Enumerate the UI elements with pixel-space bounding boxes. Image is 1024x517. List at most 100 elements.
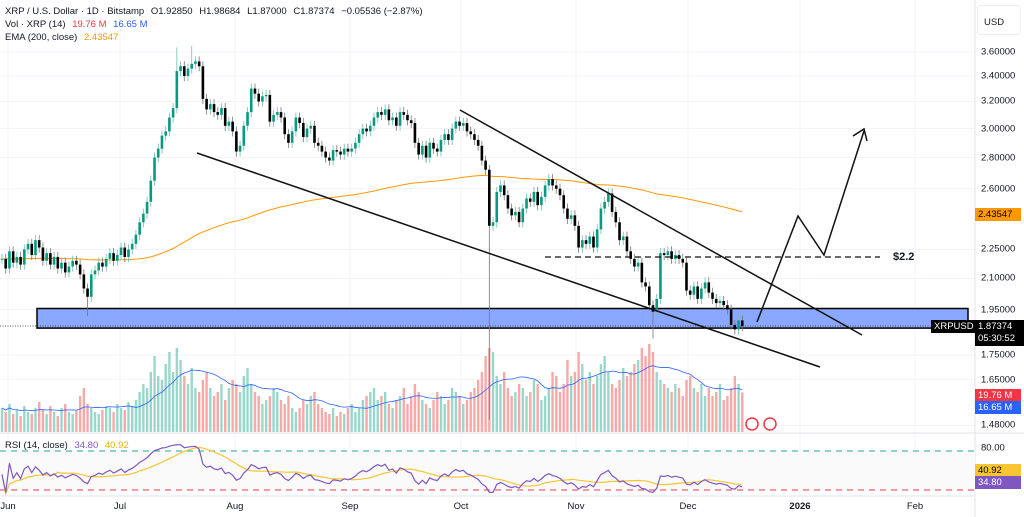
candle	[484, 155, 487, 175]
candle	[558, 183, 562, 201]
candle	[216, 107, 220, 120]
candle	[499, 180, 502, 197]
volume-bar	[614, 388, 617, 432]
ema-legend[interactable]: EMA (200, close) 2.43547	[5, 32, 122, 43]
volume-ma-tag: 16.65 M	[975, 401, 1021, 414]
candle	[647, 281, 651, 311]
volume-bar	[276, 392, 279, 432]
candle	[666, 246, 670, 261]
volume-bar	[235, 384, 238, 432]
candle	[577, 220, 580, 253]
candle-body	[569, 215, 573, 219]
volume-bar	[64, 404, 67, 432]
candle-body	[171, 108, 175, 118]
candle-body	[56, 256, 60, 269]
volume-bar	[644, 356, 647, 432]
symbol-title[interactable]: XRP / U.S. Dollar · 1D · Bitstamp	[5, 6, 145, 17]
candle	[190, 46, 194, 74]
volume-bar	[71, 414, 74, 432]
volume-bar	[674, 384, 677, 432]
candle	[305, 123, 309, 143]
volume-bar	[648, 344, 651, 432]
candle	[23, 244, 26, 270]
candle-body	[116, 255, 119, 261]
candle-body	[190, 63, 194, 69]
candle	[324, 146, 327, 163]
candle-body	[703, 282, 707, 289]
candle-body	[350, 148, 353, 152]
volume-bar	[313, 392, 316, 432]
volume-bar	[309, 396, 312, 432]
volume-bar	[145, 388, 149, 432]
volume-bar	[261, 404, 264, 432]
candle	[127, 244, 130, 263]
candle-body	[249, 88, 253, 113]
candle	[86, 283, 89, 317]
candle-body	[551, 179, 554, 186]
candle-body	[182, 66, 186, 77]
candle-body	[439, 139, 443, 152]
candle	[149, 175, 153, 207]
candle	[313, 120, 316, 148]
volume-bar	[577, 352, 580, 432]
candle	[261, 91, 264, 107]
candle-body	[372, 117, 376, 126]
candle-body	[443, 134, 446, 140]
candle-body	[235, 131, 238, 152]
candle-body	[621, 236, 625, 241]
volume-bar	[391, 408, 394, 432]
candle-body	[0, 258, 4, 260]
price-tick: 3.40000	[981, 70, 1016, 82]
currency-button[interactable]: USD	[977, 5, 1021, 35]
candle-body	[227, 121, 231, 126]
volume-bar	[432, 400, 435, 432]
candle-body	[558, 188, 562, 196]
volume-bar	[376, 400, 379, 432]
candle	[711, 287, 714, 304]
volume-bar	[253, 392, 257, 432]
candle	[532, 186, 536, 207]
candle	[290, 126, 294, 148]
candle-body	[160, 135, 164, 149]
rsi-legend[interactable]: RSI (14, close) 34.80 40.92	[5, 440, 133, 451]
candle	[469, 126, 473, 140]
volume-bar	[283, 404, 286, 432]
candle-body	[67, 266, 71, 273]
symbol-legend: XRP / U.S. Dollar · 1D · Bitstamp O1.928…	[5, 6, 427, 17]
candle-body	[324, 151, 327, 158]
volume-bar	[398, 396, 402, 432]
candle	[19, 251, 22, 270]
price-tick: 1.65000	[981, 374, 1016, 386]
candle-body	[272, 114, 275, 122]
volume-legend[interactable]: Vol · XRP (14) 19.76 M 16.65 M	[5, 19, 151, 30]
candle-body	[119, 247, 123, 256]
candle	[302, 118, 305, 143]
candle-body	[636, 262, 640, 267]
candle	[722, 295, 725, 311]
price-tick: 1.75000	[981, 349, 1016, 361]
candle-body	[164, 131, 167, 136]
candle-body	[581, 240, 584, 248]
candle	[592, 231, 595, 253]
candle-body	[681, 258, 685, 263]
candle-body	[212, 104, 216, 113]
volume-bar	[212, 396, 216, 432]
candle-body	[127, 249, 130, 257]
volume-bar	[8, 404, 11, 432]
candle-body	[153, 157, 156, 181]
candle-body	[707, 282, 711, 293]
candle	[387, 104, 391, 126]
volume-bar	[246, 368, 249, 432]
volume-bar	[480, 372, 484, 432]
candle-body	[729, 309, 733, 325]
candle-body	[138, 222, 141, 235]
volume-bar	[216, 392, 219, 432]
candle-body	[290, 131, 294, 143]
candle-body	[536, 191, 539, 206]
candle	[495, 186, 499, 228]
candle	[37, 235, 41, 253]
candle-body	[149, 180, 153, 202]
candle-body	[595, 229, 599, 248]
volume-bar	[209, 388, 212, 432]
